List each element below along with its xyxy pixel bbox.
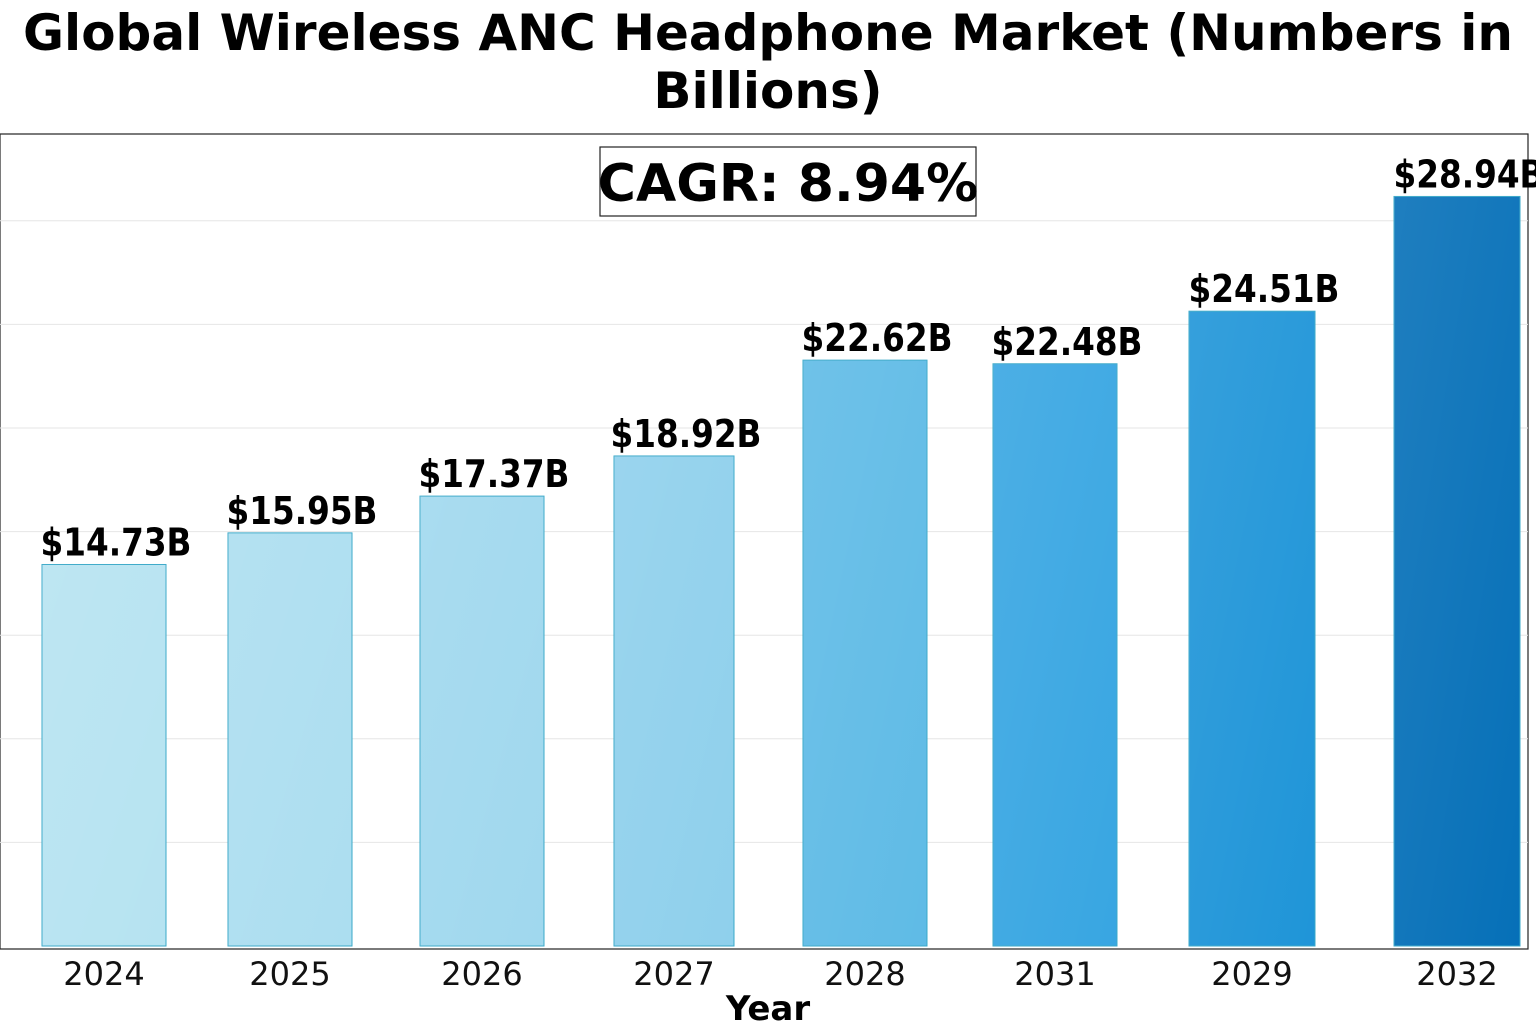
bar-value-label: $18.92B <box>611 413 762 457</box>
bar-value-label: $28.94B <box>1394 153 1536 197</box>
x-tick-label: 2027 <box>633 955 714 993</box>
bar-sheen <box>420 496 544 946</box>
bar-value-label: $22.62B <box>802 317 953 361</box>
bar-value-label: $14.73B <box>41 521 192 565</box>
bar-sheen <box>1189 311 1315 946</box>
x-tick-label: 2029 <box>1211 955 1292 993</box>
bar-sheen <box>1394 196 1520 946</box>
bar-sheen <box>614 456 734 946</box>
x-axis-ticks: 2024 2025 2026 2027 2028 2031 2029 2032 <box>63 955 1497 993</box>
bar-chart: $14.73B $15.95B $17.37B $18.92B $22.62B $22.4… <box>0 0 1536 1024</box>
x-tick-label: 2025 <box>249 955 330 993</box>
x-tick-label: 2024 <box>63 955 144 993</box>
x-axis-label: Year <box>725 989 811 1024</box>
bar-value-label: $15.95B <box>227 490 378 534</box>
cagr-annotation: CAGR: 8.94% <box>598 147 978 216</box>
x-tick-label: 2032 <box>1416 955 1497 993</box>
bar-sheen <box>803 360 927 946</box>
bar-sheen <box>228 533 352 946</box>
bar-value-label: $22.48B <box>992 320 1143 364</box>
x-tick-label: 2026 <box>441 955 522 993</box>
bar-sheen <box>993 364 1117 946</box>
bar-sheen <box>42 564 166 946</box>
cagr-annotation-text: CAGR: 8.94% <box>598 154 978 214</box>
bar-value-label: $17.37B <box>419 453 570 497</box>
x-tick-label: 2031 <box>1014 955 1095 993</box>
bar-value-label: $24.51B <box>1189 268 1340 312</box>
x-tick-label: 2028 <box>824 955 905 993</box>
